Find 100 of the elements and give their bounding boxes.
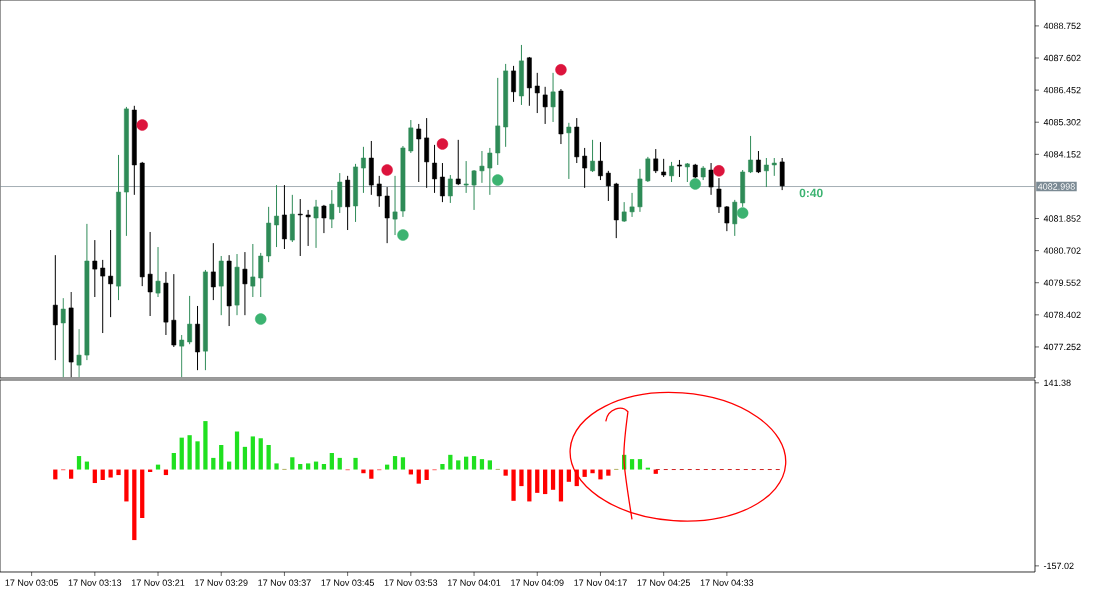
bar bbox=[258, 438, 263, 470]
candlestick bbox=[716, 177, 722, 214]
bar bbox=[329, 452, 334, 470]
y-tick-label: -157.02 bbox=[1043, 562, 1074, 570]
candlestick bbox=[550, 72, 556, 123]
x-tick-label: 17 Nov 04:25 bbox=[637, 579, 691, 586]
candlestick bbox=[52, 254, 58, 361]
bar bbox=[155, 464, 161, 470]
bar bbox=[566, 469, 571, 482]
candlestick bbox=[210, 242, 216, 301]
bar bbox=[84, 461, 90, 470]
bar bbox=[448, 454, 453, 470]
bar bbox=[68, 469, 74, 479]
x-tick-label: 17 Nov 04:33 bbox=[700, 579, 754, 586]
x-tick-label: 17 Nov 03:21 bbox=[131, 579, 185, 586]
bar bbox=[179, 437, 184, 470]
candlestick bbox=[376, 175, 382, 208]
candlestick bbox=[645, 156, 651, 183]
bar bbox=[337, 457, 342, 470]
x-tick-label: 17 Nov 04:09 bbox=[511, 579, 564, 586]
bar bbox=[511, 469, 516, 501]
y-tick-label: 4087.602 bbox=[1043, 54, 1081, 62]
bar bbox=[274, 463, 279, 470]
bar bbox=[456, 460, 461, 470]
bar bbox=[298, 464, 303, 470]
bar bbox=[242, 446, 248, 470]
candlestick bbox=[653, 148, 659, 174]
bar bbox=[440, 464, 445, 470]
candlestick bbox=[76, 328, 82, 378]
x-tick-label: 17 Nov 03:05 bbox=[5, 579, 58, 586]
bar bbox=[195, 441, 200, 470]
bar bbox=[535, 469, 540, 493]
candlestick bbox=[416, 123, 422, 183]
bar bbox=[219, 445, 224, 470]
candlestick bbox=[329, 189, 335, 229]
candlestick bbox=[605, 170, 611, 202]
candlestick bbox=[305, 209, 311, 247]
y-tick-label: 4086.452 bbox=[1043, 86, 1081, 94]
y-tick-label: 4078.402 bbox=[1043, 311, 1081, 319]
bar bbox=[76, 456, 82, 470]
bar bbox=[116, 469, 121, 476]
ref-line-label: 4082.998 bbox=[1037, 183, 1075, 190]
candlestick bbox=[408, 119, 414, 154]
candlestick bbox=[479, 150, 485, 184]
bar bbox=[226, 461, 232, 470]
y-tick-label: 4077.252 bbox=[1043, 343, 1081, 351]
bar bbox=[290, 457, 295, 470]
bar bbox=[266, 445, 271, 470]
bar bbox=[582, 469, 587, 477]
candlestick bbox=[179, 334, 185, 378]
candlestick bbox=[566, 122, 572, 180]
candlestick bbox=[440, 162, 445, 203]
bar bbox=[306, 463, 311, 470]
bar bbox=[590, 469, 595, 474]
bar bbox=[519, 469, 524, 487]
bar bbox=[385, 464, 390, 470]
candlestick bbox=[621, 201, 627, 223]
bar bbox=[187, 435, 192, 470]
candlestick bbox=[361, 146, 366, 194]
annotation: 0:40 bbox=[799, 188, 823, 198]
bar bbox=[464, 456, 469, 470]
x-tick-label: 17 Nov 04:01 bbox=[447, 579, 501, 586]
bar bbox=[369, 469, 374, 479]
candlestick bbox=[147, 231, 153, 317]
bar bbox=[211, 457, 216, 470]
candlestick bbox=[763, 157, 769, 188]
bar bbox=[424, 469, 429, 480]
bar bbox=[361, 469, 366, 474]
y-tick-label: 4085.302 bbox=[1043, 119, 1081, 126]
bar bbox=[558, 469, 564, 502]
bar bbox=[124, 469, 129, 502]
candlestick bbox=[92, 239, 98, 298]
candlestick bbox=[534, 72, 540, 114]
candlestick bbox=[392, 175, 398, 236]
bar bbox=[203, 421, 208, 470]
candlestick bbox=[590, 139, 595, 173]
candlestick bbox=[100, 259, 106, 334]
candlestick bbox=[582, 147, 588, 189]
y-tick-label: 4088.752 bbox=[1043, 22, 1081, 30]
bar bbox=[108, 469, 113, 478]
candlestick bbox=[108, 229, 113, 318]
candlestick bbox=[384, 186, 390, 244]
candlestick bbox=[669, 161, 674, 183]
candlestick bbox=[542, 86, 548, 125]
candlestick bbox=[724, 205, 730, 232]
candlestick bbox=[471, 169, 477, 211]
bar bbox=[250, 436, 255, 470]
bar bbox=[234, 431, 240, 470]
bar bbox=[629, 459, 635, 470]
bar bbox=[606, 469, 611, 476]
candlestick bbox=[155, 246, 161, 298]
bar bbox=[637, 459, 643, 470]
candlestick bbox=[732, 199, 738, 237]
bar bbox=[171, 452, 176, 470]
bar bbox=[321, 464, 327, 470]
candlestick bbox=[274, 184, 279, 248]
candlestick bbox=[455, 139, 461, 186]
y-tick-label: 4084.152 bbox=[1043, 151, 1081, 158]
x-tick-label: 17 Nov 03:37 bbox=[258, 579, 311, 586]
y-tick-label: 4080.702 bbox=[1043, 247, 1081, 254]
